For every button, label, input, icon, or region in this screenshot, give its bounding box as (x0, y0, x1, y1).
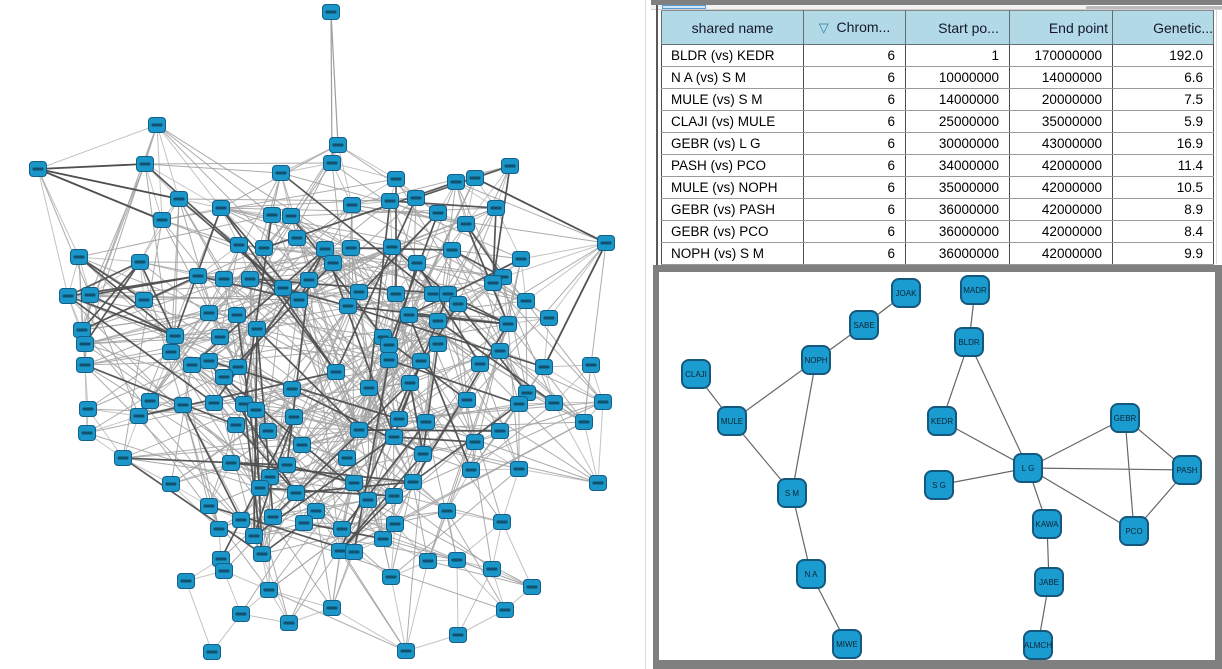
svg-text:GEBR: GEBR (1114, 414, 1137, 423)
svg-text:ALMCH: ALMCH (1024, 641, 1052, 650)
svg-text:KAWA: KAWA (1036, 520, 1060, 529)
svg-text:CLAJI: CLAJI (685, 370, 707, 379)
svg-text:JOAK: JOAK (896, 289, 918, 298)
svg-text:PASH: PASH (1176, 466, 1197, 475)
svg-text:PCO: PCO (1125, 527, 1142, 536)
svg-text:JABE: JABE (1039, 578, 1059, 587)
svg-text:SABE: SABE (853, 321, 874, 330)
svg-text:NOPH: NOPH (804, 356, 827, 365)
svg-text:MIWE: MIWE (836, 640, 858, 649)
svg-text:S G: S G (932, 481, 946, 490)
svg-text:BLDR: BLDR (958, 338, 980, 347)
svg-text:N A: N A (805, 570, 819, 579)
svg-text:S M: S M (785, 489, 800, 498)
svg-text:MADR: MADR (963, 286, 987, 295)
svg-text:MULE: MULE (721, 417, 743, 426)
svg-text:L G: L G (1022, 464, 1035, 473)
svg-text:KEDR: KEDR (931, 417, 953, 426)
